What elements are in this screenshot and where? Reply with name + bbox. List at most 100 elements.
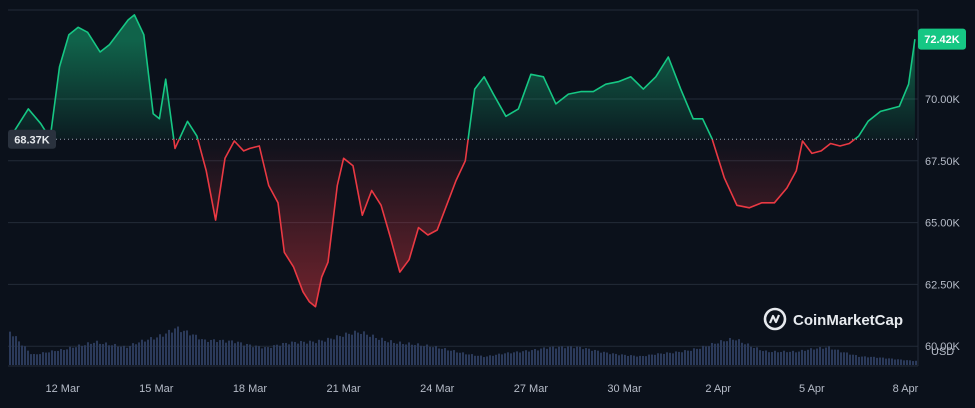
y-tick-label: 62.50K <box>925 279 961 291</box>
volume-bar <box>711 342 713 365</box>
volume-bar <box>861 356 863 365</box>
volume-bar <box>555 348 557 365</box>
volume-bar <box>237 341 239 365</box>
volume-bar <box>15 336 17 365</box>
volume-bar <box>204 339 206 365</box>
volume-bar <box>429 346 431 365</box>
volume-bar <box>774 350 776 365</box>
volume-bar <box>714 343 716 365</box>
volume-bar <box>189 335 191 365</box>
volume-bar <box>591 350 593 365</box>
volume-bar <box>105 342 107 365</box>
volume-bar <box>234 343 236 365</box>
volume-bar <box>744 344 746 365</box>
volume-bar <box>393 342 395 365</box>
x-tick-label: 12 Mar <box>46 383 81 395</box>
volume-bar <box>279 345 281 365</box>
volume-bar <box>486 356 488 365</box>
volume-bar <box>516 351 518 365</box>
volume-bar <box>792 350 794 365</box>
volume-bar <box>132 343 134 365</box>
volume-bar <box>462 352 464 365</box>
volume-bar <box>561 346 563 365</box>
volume-bar <box>351 334 353 365</box>
volume-bar <box>426 344 428 365</box>
volume-bar <box>348 333 350 365</box>
y-tick-label: 70.00K <box>925 94 961 106</box>
volume-bar <box>876 357 878 365</box>
volume-bar <box>408 342 410 365</box>
volume-bar <box>108 345 110 365</box>
volume-bar <box>534 349 536 365</box>
volume-bar <box>912 361 914 365</box>
volume-bar <box>417 343 419 365</box>
volume-bar <box>759 350 761 365</box>
volume-bar <box>909 360 911 365</box>
volume-bar <box>474 355 476 365</box>
volume-bar <box>375 338 377 365</box>
volume-bar <box>480 355 482 365</box>
volume-bar <box>441 348 443 365</box>
volume-bar <box>300 340 302 365</box>
volume-bar <box>261 348 263 365</box>
volume-bar <box>243 345 245 365</box>
volume-bar <box>327 337 329 365</box>
volume-bar <box>789 351 791 365</box>
volume-bar <box>654 354 656 365</box>
volume-bar <box>594 349 596 365</box>
volume-bar <box>750 346 752 365</box>
volume-bar <box>411 344 413 365</box>
volume-bar <box>96 340 98 365</box>
volume-bar <box>537 350 539 365</box>
volume-bar <box>207 341 209 365</box>
area-above-reference <box>12 14 915 140</box>
volume-bar <box>609 354 611 365</box>
volume-bar <box>306 343 308 365</box>
volume-bar <box>414 345 416 365</box>
volume-bar <box>495 354 497 365</box>
volume-bar <box>840 352 842 365</box>
volume-bar <box>504 353 506 365</box>
x-tick-label: 8 Apr <box>893 383 919 395</box>
volume-bar <box>801 349 803 365</box>
coinmarketcap-logo-icon <box>763 307 787 331</box>
volume-bar <box>525 350 527 365</box>
volume-bar <box>165 333 167 365</box>
price-line-up <box>12 14 916 140</box>
volume-bar <box>387 342 389 365</box>
volume-bar <box>738 339 740 365</box>
volume-bar <box>147 339 149 365</box>
volume-bar <box>873 356 875 365</box>
volume-bar <box>114 343 116 365</box>
volume-bar <box>405 344 407 365</box>
price-line-down <box>49 139 856 308</box>
volume-bar <box>420 345 422 365</box>
volume-bar <box>636 356 638 365</box>
volume-bar <box>363 331 365 365</box>
volume-bar <box>264 347 266 365</box>
volume-bar <box>291 341 293 365</box>
volume-bar <box>423 346 425 365</box>
volume-bar <box>633 355 635 365</box>
volume-bar <box>309 340 311 365</box>
volume-bar <box>156 337 158 365</box>
volume-bar <box>198 339 200 365</box>
volume-bar <box>78 344 80 365</box>
x-tick-label: 27 Mar <box>514 383 549 395</box>
volume-bar <box>48 352 50 365</box>
x-tick-label: 30 Mar <box>607 383 642 395</box>
x-tick-label: 18 Mar <box>233 383 268 395</box>
volume-bar <box>807 349 809 365</box>
volume-bar <box>231 340 233 365</box>
volume-bar <box>396 343 398 365</box>
volume-bar <box>693 348 695 365</box>
volume-bar <box>60 349 62 365</box>
volume-bar <box>201 339 203 365</box>
volume-bar <box>336 335 338 365</box>
volume-bar <box>294 341 296 365</box>
y-tick-label: 65.00K <box>925 218 961 230</box>
volume-bar <box>780 351 782 365</box>
volume-bar <box>612 353 614 365</box>
volume-bar <box>729 337 731 365</box>
